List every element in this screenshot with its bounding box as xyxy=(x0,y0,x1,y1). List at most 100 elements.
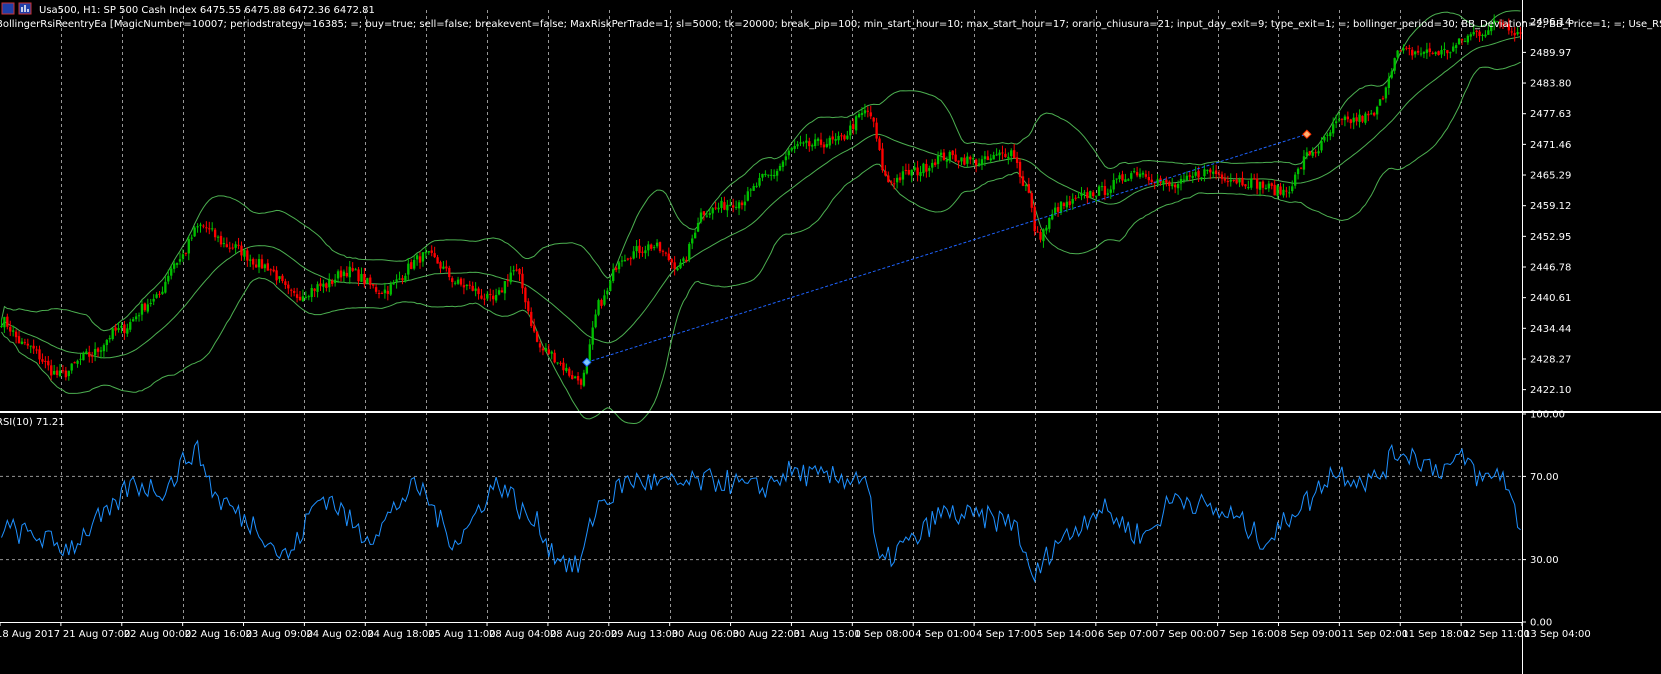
candle-body xyxy=(1212,171,1215,174)
candle-body xyxy=(527,301,530,312)
candle-body xyxy=(1337,119,1341,121)
candle-body xyxy=(82,352,85,361)
candle-body xyxy=(1437,51,1440,56)
candle-body xyxy=(509,272,512,283)
candle-body xyxy=(1457,38,1461,45)
candle-body xyxy=(1513,33,1516,36)
candle-body xyxy=(1481,34,1484,36)
header: Usa500, H1: SP 500 Cash Index 6475.55 64… xyxy=(0,2,1661,30)
candle-body xyxy=(664,252,668,254)
candle-body xyxy=(137,315,141,317)
candle-body xyxy=(366,278,369,284)
candle-body xyxy=(1051,213,1054,220)
candle-body xyxy=(980,159,984,165)
candle-body xyxy=(878,138,881,150)
candle-body xyxy=(553,352,556,363)
candle-body xyxy=(606,290,609,295)
candle-body xyxy=(278,276,281,279)
candle-body xyxy=(298,296,302,301)
candle-body xyxy=(532,325,536,332)
candle-body xyxy=(1185,175,1189,181)
candle-body xyxy=(1103,186,1107,195)
candle-body xyxy=(398,278,401,280)
candle-body xyxy=(1147,176,1150,181)
candle-body xyxy=(316,284,319,292)
candle-body xyxy=(989,158,992,161)
candle-body xyxy=(1021,176,1025,186)
bollinger-lower-line xyxy=(1,61,1521,425)
candle-body xyxy=(746,191,749,201)
candle-body xyxy=(840,135,843,137)
candle-body xyxy=(626,258,629,260)
price-tick-label: 2434.44 xyxy=(1530,324,1571,335)
candle-body xyxy=(1226,181,1230,183)
candle-body xyxy=(143,303,147,311)
candle-body xyxy=(489,294,492,296)
candle-body xyxy=(1127,179,1130,181)
candle-body xyxy=(726,204,729,211)
candle-body xyxy=(1217,173,1221,175)
candle-body xyxy=(6,316,9,327)
candle-body xyxy=(770,174,773,176)
candle-body xyxy=(1305,152,1309,156)
candle-body xyxy=(1165,179,1168,183)
candle-body xyxy=(614,267,618,270)
time-axis-label: 31 Aug 15:00 xyxy=(793,629,860,640)
candle-body xyxy=(129,322,132,330)
time-axis-label: 7 Sep 00:00 xyxy=(1159,629,1219,640)
candle-body xyxy=(1478,31,1481,37)
candle-body xyxy=(1176,184,1180,189)
candle-body xyxy=(775,171,779,176)
candle-body xyxy=(88,352,91,357)
candle-body xyxy=(497,290,501,295)
candle-body xyxy=(1133,171,1136,173)
candle-body xyxy=(1317,151,1320,154)
candle-body xyxy=(70,363,73,371)
candle-body xyxy=(1045,227,1048,231)
symbol-info: Usa500, H1: SP 500 Cash Index 6475.55 64… xyxy=(39,5,375,16)
candle-body xyxy=(693,232,697,239)
candle-body xyxy=(1118,175,1121,180)
candle-body xyxy=(972,158,975,160)
candle-body xyxy=(974,159,978,166)
candle-body xyxy=(1270,183,1273,186)
chart-window-icon[interactable] xyxy=(1,2,15,15)
candle-body xyxy=(562,362,565,371)
rsi-tick-label: 0.00 xyxy=(1530,618,1552,629)
candle-body xyxy=(1024,185,1028,187)
candle-body xyxy=(374,287,378,292)
rsi-tick-label: 100.00 xyxy=(1530,410,1565,421)
candle-body xyxy=(919,172,922,176)
candle-body xyxy=(816,138,820,141)
candle-body xyxy=(290,289,293,291)
candle-body xyxy=(617,262,621,270)
candle-body xyxy=(749,189,752,191)
candle-body xyxy=(178,259,182,262)
candle-body xyxy=(1507,24,1510,31)
candle-body xyxy=(252,259,255,265)
candle-body xyxy=(723,202,726,210)
candle-body xyxy=(351,268,354,271)
candle-body xyxy=(126,328,129,334)
candle-body xyxy=(837,136,840,141)
candle-body xyxy=(1115,178,1118,180)
candle-body xyxy=(600,299,603,306)
candle-body xyxy=(939,152,943,155)
candle-body xyxy=(1361,115,1364,122)
candle-body xyxy=(404,275,407,282)
candle-body xyxy=(448,267,451,278)
candle-body xyxy=(345,272,349,277)
corner xyxy=(0,0,3,3)
candle-body xyxy=(1320,141,1323,151)
time-axis-label: 28 Aug 20:00 xyxy=(550,629,617,640)
candle-body xyxy=(1484,34,1487,37)
candle-body xyxy=(304,296,308,298)
candle-body xyxy=(35,349,38,351)
candle-body xyxy=(948,152,951,161)
candle-body xyxy=(307,296,310,298)
candle-body xyxy=(120,325,123,328)
candle-body xyxy=(424,252,428,254)
candle-body xyxy=(901,171,905,180)
